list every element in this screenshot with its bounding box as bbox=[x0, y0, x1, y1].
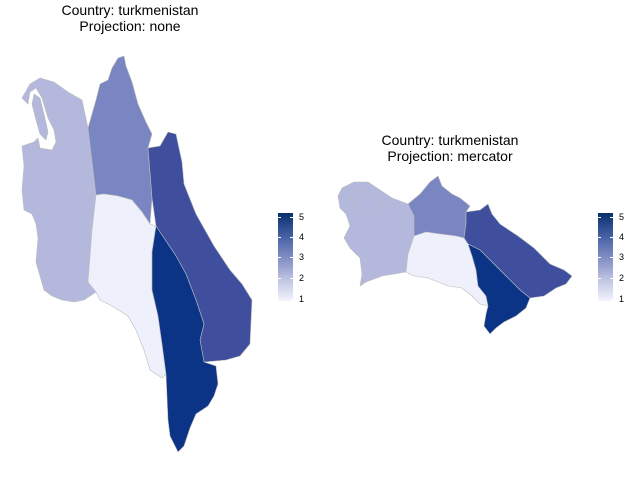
region-mary[interactable] bbox=[467, 243, 531, 335]
legend-label: 3 bbox=[619, 252, 625, 262]
region-balkan[interactable] bbox=[21, 77, 97, 303]
legend-label: 5 bbox=[299, 212, 305, 222]
map-title: Country: turkmenistan Projection: mercat… bbox=[320, 132, 580, 164]
legend-label: 2 bbox=[619, 273, 625, 283]
map-panel-projection-mercator: Country: turkmenistan Projection: mercat… bbox=[320, 0, 640, 480]
legend-gradient-bar bbox=[278, 213, 293, 301]
choropleth-map bbox=[21, 55, 253, 453]
map-title-projection: Projection: none bbox=[79, 18, 181, 34]
legend-label: 4 bbox=[299, 232, 305, 242]
legend-label: 2 bbox=[299, 273, 305, 283]
choropleth-map bbox=[337, 175, 573, 335]
region-mary[interactable] bbox=[151, 225, 219, 453]
legend-label: 1 bbox=[619, 294, 625, 304]
map-title: Country: turkmenistan Projection: none bbox=[0, 2, 260, 34]
legend-label: 1 bbox=[299, 294, 305, 304]
region-dashoguz[interactable] bbox=[407, 175, 471, 239]
map-title-country: Country: turkmenistan bbox=[61, 2, 199, 18]
region-dashoguz[interactable] bbox=[87, 55, 153, 225]
legend-gradient-bar bbox=[598, 213, 613, 301]
legend-label: 3 bbox=[299, 252, 305, 262]
legend-label: 5 bbox=[619, 212, 625, 222]
map-panel-projection-none: Country: turkmenistan Projection: none 5… bbox=[0, 2, 305, 453]
map-title-country: Country: turkmenistan bbox=[381, 132, 519, 148]
region-balkan[interactable] bbox=[337, 181, 415, 287]
map-title-projection: Projection: mercator bbox=[387, 148, 513, 164]
legend-label: 4 bbox=[619, 232, 625, 242]
